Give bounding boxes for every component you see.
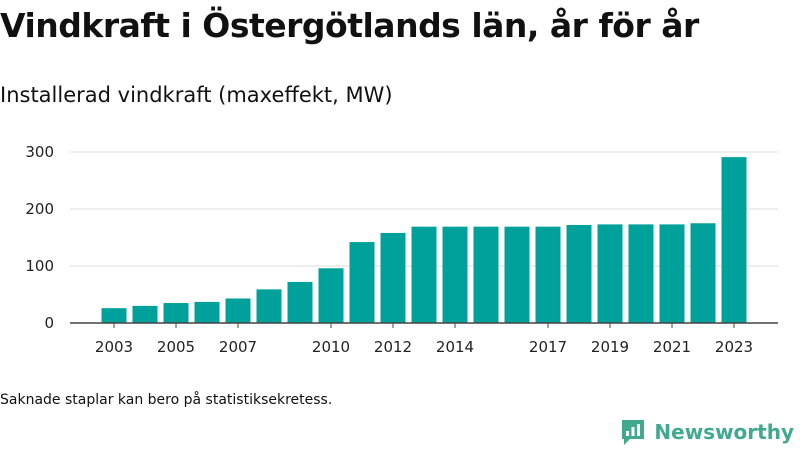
- y-tick-label: 100: [25, 257, 54, 275]
- x-tick-label: 2019: [591, 338, 629, 356]
- footnote: Saknade staplar kan bero på statistiksek…: [0, 392, 333, 408]
- newsworthy-logo-icon: [622, 420, 645, 445]
- bar-2013: [411, 226, 437, 323]
- bar-2022: [690, 223, 716, 323]
- x-tick-label: 2017: [529, 338, 567, 356]
- bar-2005: [163, 303, 189, 323]
- y-axis-ticks: 0 100 200 300: [25, 143, 54, 332]
- bar-2011: [349, 242, 375, 323]
- bar-2004: [132, 305, 158, 323]
- brand-name: Newsworthy: [654, 420, 794, 444]
- bar-2015: [473, 226, 499, 323]
- bar-2019: [597, 224, 623, 323]
- bar-2014: [442, 226, 468, 323]
- y-tick-label: 300: [25, 143, 54, 161]
- bar-2023: [721, 157, 747, 323]
- bar-2018: [566, 224, 592, 323]
- bar-2010: [318, 268, 344, 323]
- chart-subtitle: Installerad vindkraft (maxeffekt, MW): [0, 83, 393, 107]
- x-axis-ticks: 2003 2005 2007 2010 2012 2014 2017 2019 2021 2023: [95, 323, 753, 356]
- bar-2020: [628, 224, 654, 323]
- bars: [101, 157, 747, 323]
- bar-2008: [256, 289, 282, 323]
- y-tick-label: 0: [44, 314, 54, 332]
- bar-2007: [225, 298, 251, 323]
- bar-2017: [535, 226, 561, 323]
- brand: Newsworthy: [620, 418, 794, 446]
- x-tick-label: 2007: [219, 338, 257, 356]
- x-tick-label: 2005: [157, 338, 195, 356]
- bar-2009: [287, 281, 313, 323]
- bar-2003: [101, 308, 127, 323]
- bar-2006: [194, 301, 220, 323]
- x-tick-label: 2012: [374, 338, 412, 356]
- chart-title: Vindkraft i Östergötlands län, år för år: [0, 6, 699, 45]
- x-tick-label: 2023: [715, 338, 753, 356]
- bar-2021: [659, 224, 685, 323]
- x-tick-label: 2003: [95, 338, 133, 356]
- bar-2016: [504, 226, 530, 323]
- x-tick-label: 2021: [653, 338, 691, 356]
- y-tick-label: 200: [25, 200, 54, 218]
- x-tick-label: 2010: [312, 338, 350, 356]
- bar-2012: [380, 232, 406, 323]
- x-tick-label: 2014: [436, 338, 474, 356]
